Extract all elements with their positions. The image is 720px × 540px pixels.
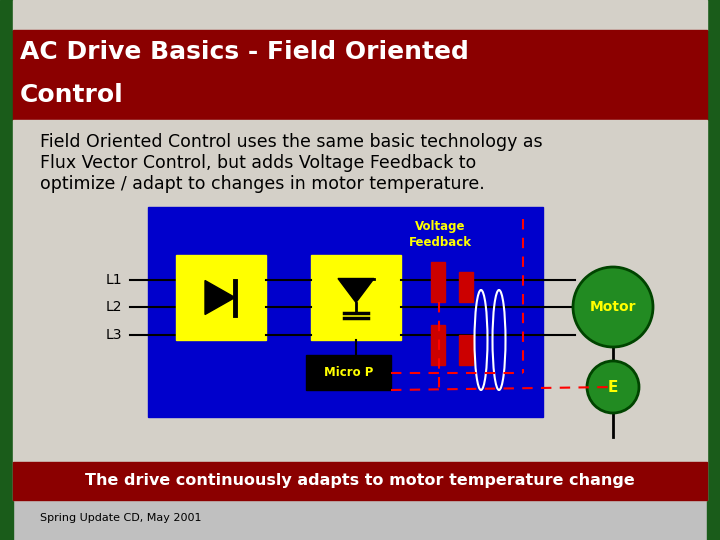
Bar <box>306 355 391 390</box>
Text: AC Drive Basics - Field Oriented: AC Drive Basics - Field Oriented <box>20 40 469 64</box>
Text: L2: L2 <box>106 300 122 314</box>
Text: Motor: Motor <box>590 300 636 314</box>
Text: E: E <box>608 380 618 395</box>
Text: Control: Control <box>20 83 124 107</box>
Bar <box>176 255 266 340</box>
Bar <box>707 0 720 540</box>
Circle shape <box>587 361 639 413</box>
Bar <box>13 0 707 30</box>
Text: Field Oriented Control uses the same basic technology as
Flux Vector Control, bu: Field Oriented Control uses the same bas… <box>40 133 543 193</box>
Text: The drive continuously adapts to motor temperature change: The drive continuously adapts to motor t… <box>85 474 635 489</box>
Polygon shape <box>338 279 374 302</box>
Bar <box>459 335 473 365</box>
Bar <box>148 207 543 417</box>
Bar <box>13 30 707 120</box>
Bar <box>13 120 707 500</box>
Bar <box>431 325 445 365</box>
Polygon shape <box>205 280 235 314</box>
Bar <box>431 262 445 302</box>
Text: Micro P: Micro P <box>324 366 373 379</box>
Bar <box>311 255 401 340</box>
Bar <box>0 0 13 540</box>
Bar <box>459 272 473 302</box>
Text: L3: L3 <box>106 328 122 342</box>
Bar <box>13 462 707 500</box>
Text: L1: L1 <box>106 273 122 287</box>
Text: Spring Update CD, May 2001: Spring Update CD, May 2001 <box>40 513 202 523</box>
Circle shape <box>573 267 653 347</box>
Text: Voltage
Feedback: Voltage Feedback <box>409 220 472 249</box>
